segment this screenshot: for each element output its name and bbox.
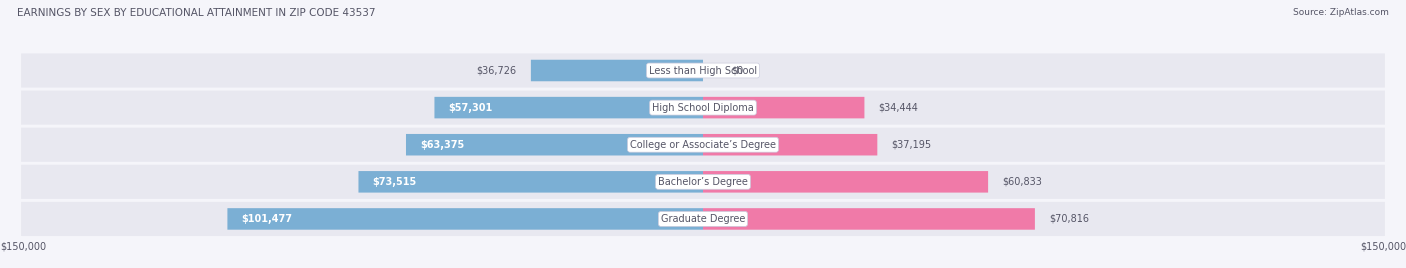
Text: $101,477: $101,477 xyxy=(242,214,292,224)
Text: $73,515: $73,515 xyxy=(373,177,416,187)
FancyBboxPatch shape xyxy=(434,97,703,118)
FancyBboxPatch shape xyxy=(21,53,1385,88)
Text: EARNINGS BY SEX BY EDUCATIONAL ATTAINMENT IN ZIP CODE 43537: EARNINGS BY SEX BY EDUCATIONAL ATTAINMEN… xyxy=(17,8,375,18)
Text: $150,000: $150,000 xyxy=(1360,242,1406,252)
FancyBboxPatch shape xyxy=(21,91,1385,125)
Text: $57,301: $57,301 xyxy=(449,103,492,113)
FancyBboxPatch shape xyxy=(703,208,1035,230)
FancyBboxPatch shape xyxy=(21,165,1385,199)
FancyBboxPatch shape xyxy=(703,97,865,118)
Text: $63,375: $63,375 xyxy=(420,140,464,150)
FancyBboxPatch shape xyxy=(406,134,703,155)
Text: Source: ZipAtlas.com: Source: ZipAtlas.com xyxy=(1294,8,1389,17)
Text: $60,833: $60,833 xyxy=(1002,177,1042,187)
FancyBboxPatch shape xyxy=(21,202,1385,236)
Text: $36,726: $36,726 xyxy=(477,65,517,76)
Text: $0: $0 xyxy=(731,65,744,76)
FancyBboxPatch shape xyxy=(228,208,703,230)
FancyBboxPatch shape xyxy=(703,134,877,155)
Text: $34,444: $34,444 xyxy=(879,103,918,113)
Text: Graduate Degree: Graduate Degree xyxy=(661,214,745,224)
Text: Less than High School: Less than High School xyxy=(650,65,756,76)
Text: Bachelor’s Degree: Bachelor’s Degree xyxy=(658,177,748,187)
FancyBboxPatch shape xyxy=(703,171,988,193)
FancyBboxPatch shape xyxy=(531,60,703,81)
Text: $150,000: $150,000 xyxy=(0,242,46,252)
Text: College or Associate’s Degree: College or Associate’s Degree xyxy=(630,140,776,150)
Text: High School Diploma: High School Diploma xyxy=(652,103,754,113)
Text: $70,816: $70,816 xyxy=(1049,214,1090,224)
FancyBboxPatch shape xyxy=(21,128,1385,162)
FancyBboxPatch shape xyxy=(359,171,703,193)
Text: $37,195: $37,195 xyxy=(891,140,932,150)
